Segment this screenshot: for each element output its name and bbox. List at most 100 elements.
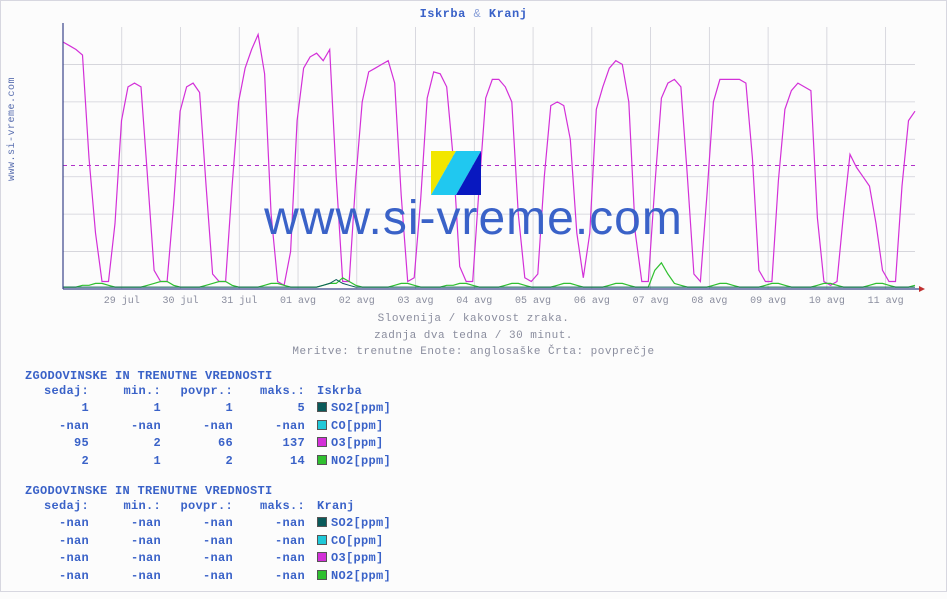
table-cell: -nan	[169, 533, 241, 550]
hdr-maks: maks.:	[241, 498, 313, 515]
table-cell: -nan	[97, 550, 169, 567]
table-row: 95266137 O3[ppm]	[25, 435, 625, 452]
svg-text:06 avg: 06 avg	[574, 296, 610, 307]
table-cell: 1	[97, 453, 169, 470]
svg-text:02 avg: 02 avg	[339, 296, 375, 307]
metric-cell: SO2[ppm]	[313, 515, 391, 532]
metric-label: NO2[ppm]	[331, 569, 391, 583]
table-cell: -nan	[169, 515, 241, 532]
svg-text:03 avg: 03 avg	[398, 296, 434, 307]
table-cell: 1	[97, 400, 169, 417]
subcaption-line1: Slovenija / kakovost zraka.	[1, 311, 946, 328]
table-cell: -nan	[241, 418, 313, 435]
svg-text:08 avg: 08 avg	[691, 296, 727, 307]
table-cell: -nan	[169, 418, 241, 435]
table1-header-row: sedaj:min.:povpr.:maks.:Iskrba	[25, 383, 625, 400]
table-cell: 2	[169, 453, 241, 470]
hdr-sedaj: sedaj:	[25, 498, 97, 515]
table-cell: -nan	[169, 568, 241, 585]
metric-label: O3[ppm]	[331, 551, 384, 565]
title-station1: Iskrba	[420, 7, 466, 21]
table1-title: ZGODOVINSKE IN TRENUTNE VREDNOSTI	[25, 369, 625, 383]
table-cell: -nan	[241, 550, 313, 567]
table-cell: -nan	[241, 515, 313, 532]
subcaption-line3: Meritve: trenutne Enote: anglosaške Črta…	[1, 344, 946, 361]
hdr-min: min.:	[97, 383, 169, 400]
subcaption-line2: zadnja dva tedna / 30 minut.	[1, 328, 946, 345]
hdr-povpr: povpr.:	[169, 383, 241, 400]
table-cell: -nan	[241, 533, 313, 550]
metric-cell: O3[ppm]	[313, 550, 384, 567]
table-row: -nan-nan-nan-nanO3[ppm]	[25, 550, 625, 567]
table-cell: -nan	[97, 568, 169, 585]
svg-text:11 avg: 11 avg	[868, 296, 904, 307]
svg-text:05 avg: 05 avg	[515, 296, 551, 307]
color-swatch	[317, 570, 327, 580]
metric-cell: O3[ppm]	[313, 435, 384, 452]
color-swatch	[317, 437, 327, 447]
table-cell: 14	[241, 453, 313, 470]
table-cell: 66	[169, 435, 241, 452]
hdr-min: min.:	[97, 498, 169, 515]
hdr-sedaj: sedaj:	[25, 383, 97, 400]
table-cell: -nan	[25, 515, 97, 532]
table-kranj: ZGODOVINSKE IN TRENUTNE VREDNOSTI sedaj:…	[25, 484, 625, 585]
table-cell: -nan	[241, 568, 313, 585]
table-iskrba: ZGODOVINSKE IN TRENUTNE VREDNOSTI sedaj:…	[25, 369, 625, 470]
table-cell: -nan	[25, 550, 97, 567]
table-row: -nan-nan-nan-nanNO2[ppm]	[25, 568, 625, 585]
svg-text:09 avg: 09 avg	[750, 296, 786, 307]
metric-label: CO[ppm]	[331, 534, 384, 548]
svg-text:10 avg: 10 avg	[809, 296, 845, 307]
table-row: -nan-nan-nan-nanCO[ppm]	[25, 533, 625, 550]
chart-title: Iskrba & Kranj	[1, 1, 946, 21]
title-station2: Kranj	[489, 7, 528, 21]
color-swatch	[317, 420, 327, 430]
metric-cell: NO2[ppm]	[313, 568, 391, 585]
color-swatch	[317, 535, 327, 545]
site-ylabel: www.si-vreme.com	[7, 77, 18, 181]
chart-svg: 2040608010012029 jul30 jul31 jul01 avg02…	[57, 23, 925, 313]
table-row: -nan-nan-nan-nanSO2[ppm]	[25, 515, 625, 532]
table-row: -nan-nan-nan-nanCO[ppm]	[25, 418, 625, 435]
color-swatch	[317, 552, 327, 562]
table2-header-row: sedaj:min.:povpr.:maks.:Kranj	[25, 498, 625, 515]
table-cell: 2	[97, 435, 169, 452]
table-cell: 2	[25, 453, 97, 470]
table-cell: 1	[169, 400, 241, 417]
color-swatch	[317, 455, 327, 465]
table-cell: -nan	[169, 550, 241, 567]
table-row: 1115SO2[ppm]	[25, 400, 625, 417]
color-swatch	[317, 402, 327, 412]
metric-cell: SO2[ppm]	[313, 400, 391, 417]
plot-area: 2040608010012029 jul30 jul31 jul01 avg02…	[57, 23, 925, 293]
table-cell: -nan	[97, 533, 169, 550]
table-cell: -nan	[25, 568, 97, 585]
chart-frame: www.si-vreme.com Iskrba & Kranj 20406080…	[0, 0, 947, 592]
svg-text:30 jul: 30 jul	[163, 295, 199, 307]
hdr-maks: maks.:	[241, 383, 313, 400]
svg-text:04 avg: 04 avg	[456, 296, 492, 307]
subcaption: Slovenija / kakovost zraka. zadnja dva t…	[1, 311, 946, 361]
svg-text:31 jul: 31 jul	[221, 295, 257, 307]
metric-cell: CO[ppm]	[313, 418, 384, 435]
svg-text:07 avg: 07 avg	[633, 296, 669, 307]
table-cell: -nan	[25, 533, 97, 550]
table-cell: 1	[25, 400, 97, 417]
table-cell: 137	[241, 435, 313, 452]
title-ampersand: &	[474, 7, 482, 21]
table-cell: 5	[241, 400, 313, 417]
table1-station: Iskrba	[313, 383, 362, 400]
table2-station: Kranj	[313, 498, 355, 515]
color-swatch	[317, 517, 327, 527]
metric-label: NO2[ppm]	[331, 454, 391, 468]
data-tables: ZGODOVINSKE IN TRENUTNE VREDNOSTI sedaj:…	[25, 369, 625, 599]
svg-text:01 avg: 01 avg	[280, 296, 316, 307]
table-cell: 95	[25, 435, 97, 452]
metric-label: O3[ppm]	[331, 436, 384, 450]
metric-cell: CO[ppm]	[313, 533, 384, 550]
table-row: 21214NO2[ppm]	[25, 453, 625, 470]
hdr-povpr: povpr.:	[169, 498, 241, 515]
table2-title: ZGODOVINSKE IN TRENUTNE VREDNOSTI	[25, 484, 625, 498]
table-cell: -nan	[25, 418, 97, 435]
